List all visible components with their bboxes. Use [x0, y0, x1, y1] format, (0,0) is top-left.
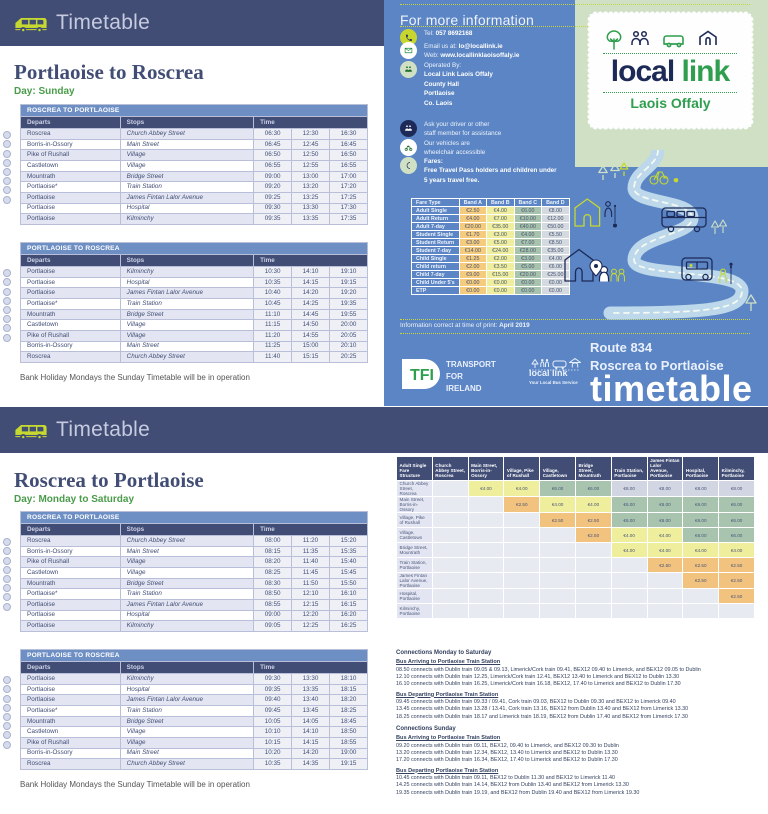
svg-text:TFI: TFI: [410, 367, 434, 384]
